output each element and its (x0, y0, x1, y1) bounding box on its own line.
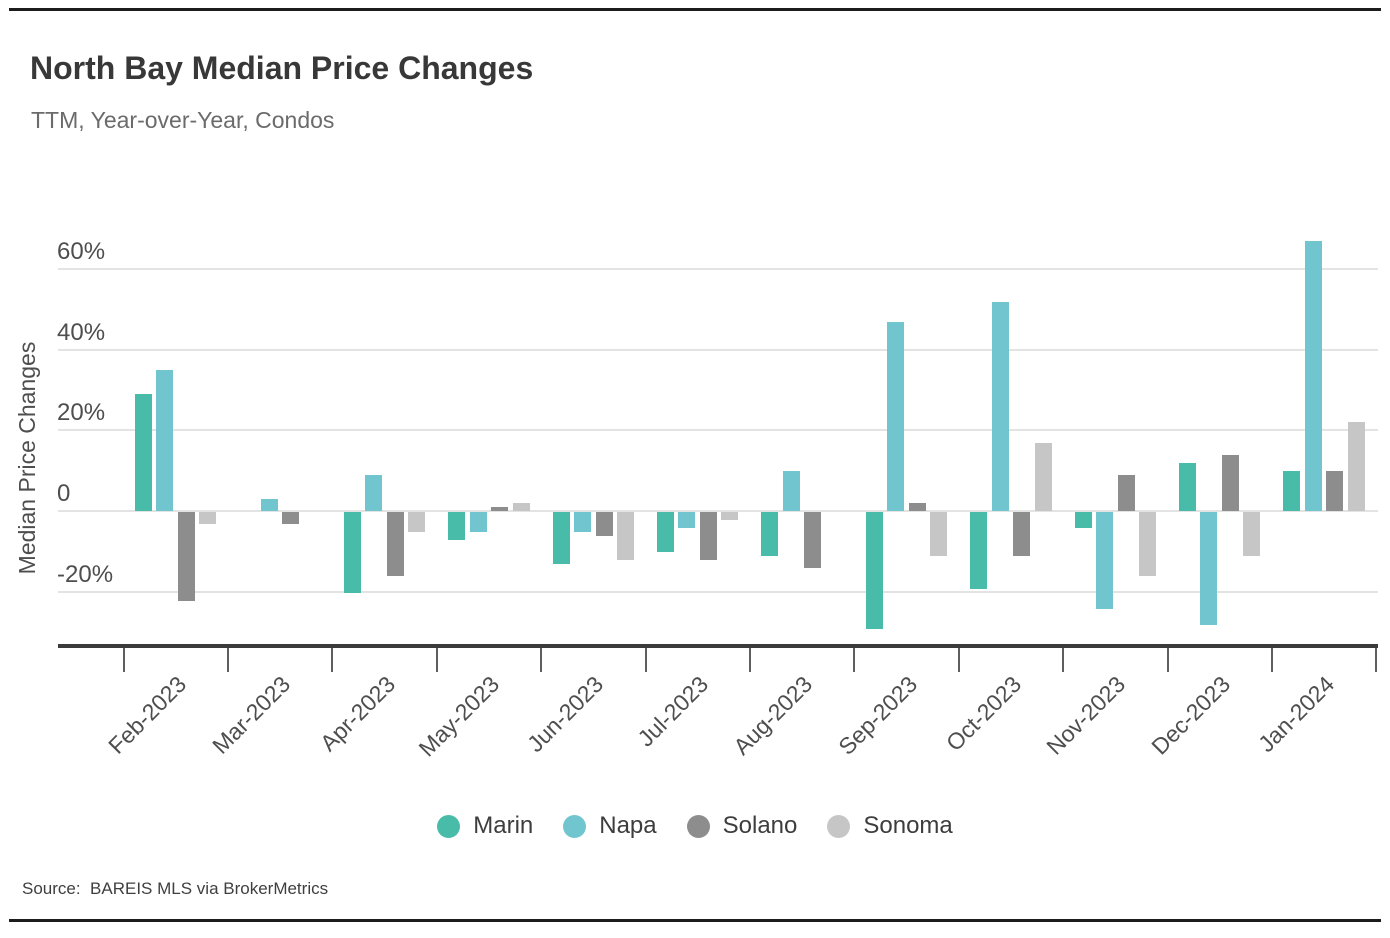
bar-napa-Sep-2023 (887, 321, 905, 511)
bar-solano-Jul-2023 (699, 512, 717, 561)
bar-sonoma-Oct-2023 (1034, 442, 1052, 511)
x-axis-line (58, 644, 1378, 648)
bar-napa-Feb-2023 (156, 370, 174, 511)
top-border-rule (9, 8, 1381, 11)
x-axis-tick (957, 648, 960, 672)
bar-sonoma-Sep-2023 (930, 512, 948, 557)
legend-circle-icon (563, 814, 587, 838)
bar-marin-Sep-2023 (865, 512, 883, 629)
chart-subtitle: TTM, Year-over-Year, Condos (31, 107, 335, 133)
x-axis-tick (540, 648, 543, 672)
legend-circle-icon (686, 814, 710, 838)
gridline-40% (58, 348, 1378, 351)
bar-sonoma-May-2023 (512, 502, 530, 511)
y-axis-title: Median Price Changes (14, 341, 40, 575)
bar-napa-May-2023 (469, 512, 487, 533)
bar-sonoma-Jun-2023 (617, 512, 635, 561)
bar-sonoma-Feb-2023 (199, 512, 217, 525)
y-tick-label: 40% (57, 318, 106, 346)
x-axis-tick (331, 648, 334, 672)
bar-napa-Jul-2023 (678, 512, 696, 529)
legend-label: Solano (722, 812, 798, 839)
x-axis-tick (122, 648, 125, 672)
bar-solano-Apr-2023 (386, 512, 404, 577)
bar-napa-Aug-2023 (782, 470, 800, 511)
gridline-20% (58, 429, 1378, 432)
bar-marin-Nov-2023 (1074, 512, 1092, 529)
bar-solano-Aug-2023 (804, 512, 822, 569)
bar-marin-Jun-2023 (552, 512, 570, 565)
bar-solano-Feb-2023 (177, 512, 195, 601)
bar-napa-Oct-2023 (991, 301, 1009, 511)
y-tick-label: -20% (57, 560, 114, 588)
y-tick-label: 0 (57, 480, 71, 507)
legend-circle-icon (437, 814, 461, 838)
bar-sonoma-Jul-2023 (721, 512, 739, 521)
bar-marin-Aug-2023 (761, 512, 779, 557)
bar-napa-Nov-2023 (1096, 512, 1114, 609)
bar-solano-Mar-2023 (282, 512, 300, 525)
gridline-60% (58, 268, 1378, 271)
gridline--20% (58, 590, 1378, 593)
bar-solano-Oct-2023 (1013, 512, 1031, 557)
legend-item-marin: Marin (437, 812, 533, 840)
legend-item-sonoma: Sonoma (827, 812, 953, 840)
y-tick-label: 20% (57, 399, 106, 427)
gridline-0 (58, 510, 1378, 512)
x-axis-tick (853, 648, 856, 672)
bar-solano-Sep-2023 (908, 502, 926, 511)
bar-napa-Mar-2023 (260, 498, 278, 511)
bar-marin-Jan-2024 (1283, 470, 1301, 511)
bottom-border-rule (9, 919, 1381, 922)
bar-napa-Apr-2023 (365, 474, 383, 511)
bar-solano-Nov-2023 (1117, 474, 1135, 511)
y-tick-label: 60% (57, 238, 106, 266)
legend-circle-icon (827, 814, 851, 838)
x-axis-tick (1166, 648, 1169, 672)
source-attribution: Source: BAREIS MLS via BrokerMetrics (22, 879, 329, 898)
x-axis-tick (644, 648, 647, 672)
bar-solano-May-2023 (491, 506, 509, 511)
chart-legend: Marin Napa Solano Sonoma (0, 812, 1390, 840)
bar-marin-Oct-2023 (970, 512, 988, 589)
bar-marin-Jul-2023 (656, 512, 674, 553)
bar-sonoma-Dec-2023 (1243, 512, 1261, 557)
bar-solano-Jun-2023 (595, 512, 613, 537)
legend-label: Marin (473, 812, 534, 839)
bar-sonoma-Jan-2024 (1347, 422, 1365, 511)
bar-marin-Dec-2023 (1178, 462, 1196, 511)
bar-marin-Apr-2023 (343, 512, 361, 593)
legend-label: Sonoma (863, 812, 953, 839)
bar-napa-Dec-2023 (1200, 512, 1218, 625)
bar-sonoma-Nov-2023 (1139, 512, 1157, 577)
x-axis-tick (1062, 648, 1065, 672)
bar-solano-Dec-2023 (1221, 454, 1239, 511)
x-axis-tick (435, 648, 438, 672)
bar-napa-Jun-2023 (574, 512, 592, 533)
chart-title: North Bay Median Price Changes (30, 50, 534, 86)
legend-label: Napa (599, 812, 657, 839)
bar-napa-Jan-2024 (1304, 241, 1322, 511)
legend-item-solano: Solano (686, 812, 798, 840)
legend-item-napa: Napa (563, 812, 657, 840)
x-axis-tick (1375, 648, 1378, 672)
bar-solano-Jan-2024 (1326, 470, 1344, 511)
x-axis-tick (226, 648, 229, 672)
bar-marin-Feb-2023 (134, 394, 152, 511)
x-axis-tick (748, 648, 751, 672)
x-axis-tick (1270, 648, 1273, 672)
bar-marin-May-2023 (448, 512, 466, 541)
bar-sonoma-Apr-2023 (408, 512, 426, 533)
